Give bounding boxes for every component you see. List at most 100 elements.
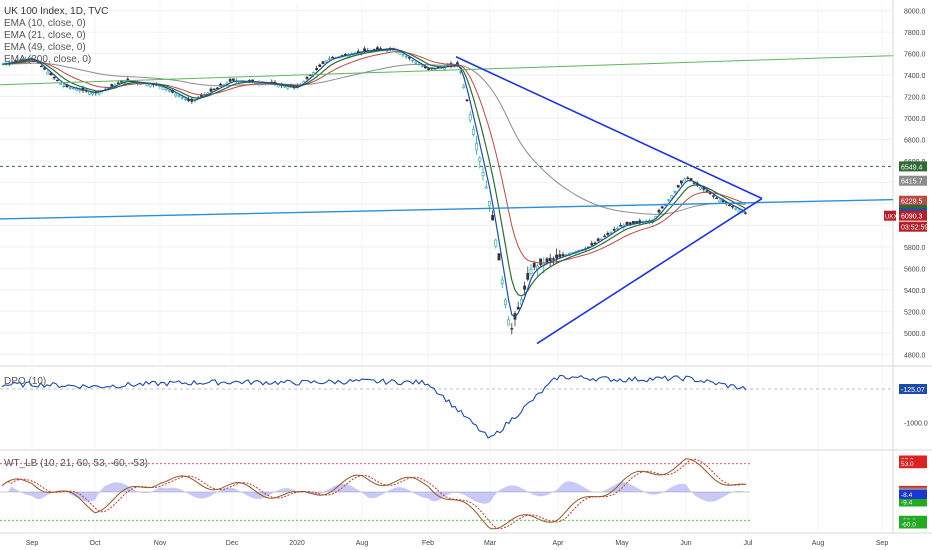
candle-body (356, 51, 360, 53)
candle-body (619, 225, 623, 227)
wt-legend[interactable]: WT_LB (10, 21, 60, 53, -60, -53) (4, 458, 148, 469)
wt-level-label-bg (899, 497, 927, 507)
candle-body (110, 84, 114, 87)
candle-body (468, 114, 472, 121)
price-label: 6549.4 (901, 164, 923, 171)
wt-level-label-bg (899, 519, 927, 529)
candle-body (545, 258, 549, 263)
horizontal-trendline (0, 198, 894, 220)
ema49-line (2, 51, 746, 264)
candle-body (228, 79, 232, 82)
candle-body (276, 84, 280, 88)
countdown-bg (899, 221, 927, 232)
candle-body (414, 61, 418, 64)
green-trendline (0, 55, 894, 86)
candle-body (638, 220, 642, 223)
candle-body (88, 91, 91, 95)
candle-body (164, 88, 168, 91)
candle-body (615, 228, 619, 230)
candle-body (14, 60, 18, 62)
candle-body (148, 83, 152, 87)
wt2-line (1, 458, 747, 530)
candle-body (657, 209, 661, 213)
dpo-line (1, 374, 747, 439)
price-label-bg (899, 175, 927, 186)
candle-body (609, 232, 613, 234)
price-label-bg (899, 195, 927, 206)
candle-body (52, 77, 56, 79)
candle-body (420, 65, 424, 68)
candle-body (561, 254, 565, 257)
dpo-tick-label: -1000.0 (904, 420, 928, 427)
price-label: 6090.3 (901, 214, 923, 221)
countdown-label: 03:52:59 (901, 225, 928, 232)
candle-body (324, 60, 328, 63)
candle-body (503, 299, 507, 306)
candle-body (363, 48, 367, 52)
candle-body (491, 215, 495, 221)
grid (0, 0, 932, 534)
symbol-tag-bg (884, 210, 896, 221)
candle-body (212, 88, 216, 91)
price-axis: 4800.05000.05200.05400.05600.05800.06000… (884, 9, 928, 529)
wt-histogram (2, 481, 748, 504)
candle-body (308, 74, 312, 77)
candle-body (75, 88, 79, 91)
x-tick-label: May (615, 540, 629, 547)
legend-ema21[interactable]: EMA (21, close, 0) (4, 30, 86, 41)
y-tick-label: 8000.0 (904, 9, 926, 16)
x-tick-label: Sep (876, 540, 889, 547)
candle-body (232, 78, 235, 81)
candle-body (305, 77, 309, 79)
candle-body (484, 186, 488, 189)
candle-body (593, 242, 597, 245)
lower-triangle-line (536, 197, 763, 345)
candle-body (673, 191, 677, 193)
dpo-legend[interactable]: DPO (10) (4, 376, 47, 387)
x-tick-label: Jun (680, 540, 691, 547)
y-tick-label: 7600.0 (904, 52, 926, 59)
candle-body (43, 67, 47, 70)
legend-ema200[interactable]: EMA (200, close, 0) (4, 54, 92, 65)
candle-body (548, 257, 552, 262)
candle-body (471, 128, 475, 135)
legend-ema10[interactable]: EMA (10, close, 0) (4, 18, 86, 29)
candle-body (555, 254, 559, 259)
candle-body (321, 61, 325, 64)
x-tick-label: Oct (90, 540, 101, 547)
candle-body (523, 285, 527, 290)
candle-body (737, 209, 741, 213)
candle-body (91, 92, 95, 95)
candle-body (465, 99, 469, 101)
y-tick-label: 7800.0 (904, 30, 926, 37)
y-tick-label: 7200.0 (904, 95, 926, 102)
price-label-bg (899, 210, 927, 221)
x-tick-label: Apr (553, 540, 565, 547)
candle-body (606, 232, 610, 235)
candle-body (539, 258, 543, 265)
legend-ema49[interactable]: EMA (49, close, 0) (4, 42, 86, 53)
candle-body (721, 200, 725, 202)
candle-body (39, 65, 43, 68)
candle-body (318, 64, 322, 67)
y-tick-label: 6800.0 (904, 137, 926, 144)
candle-body (427, 68, 431, 70)
wt-level-label-bg (899, 489, 927, 499)
x-tick-label: Dec (226, 540, 239, 547)
y-tick-label: 7400.0 (904, 73, 926, 80)
candle-body (116, 82, 120, 84)
candle-body (401, 54, 405, 56)
candle-body (184, 98, 187, 101)
candle-body (462, 85, 466, 88)
y-tick-label: 5400.0 (904, 288, 926, 295)
wt-level-label: 53.0 (901, 461, 914, 468)
candle-body (62, 85, 66, 88)
candle-body (500, 279, 504, 284)
chart-title: UK 100 Index, 1D, TVC (4, 6, 109, 17)
y-tick-label: 5600.0 (904, 266, 926, 273)
candle-body (55, 79, 59, 82)
wt-panel (0, 458, 750, 530)
candle-body (59, 83, 63, 85)
candle-body (161, 87, 165, 90)
